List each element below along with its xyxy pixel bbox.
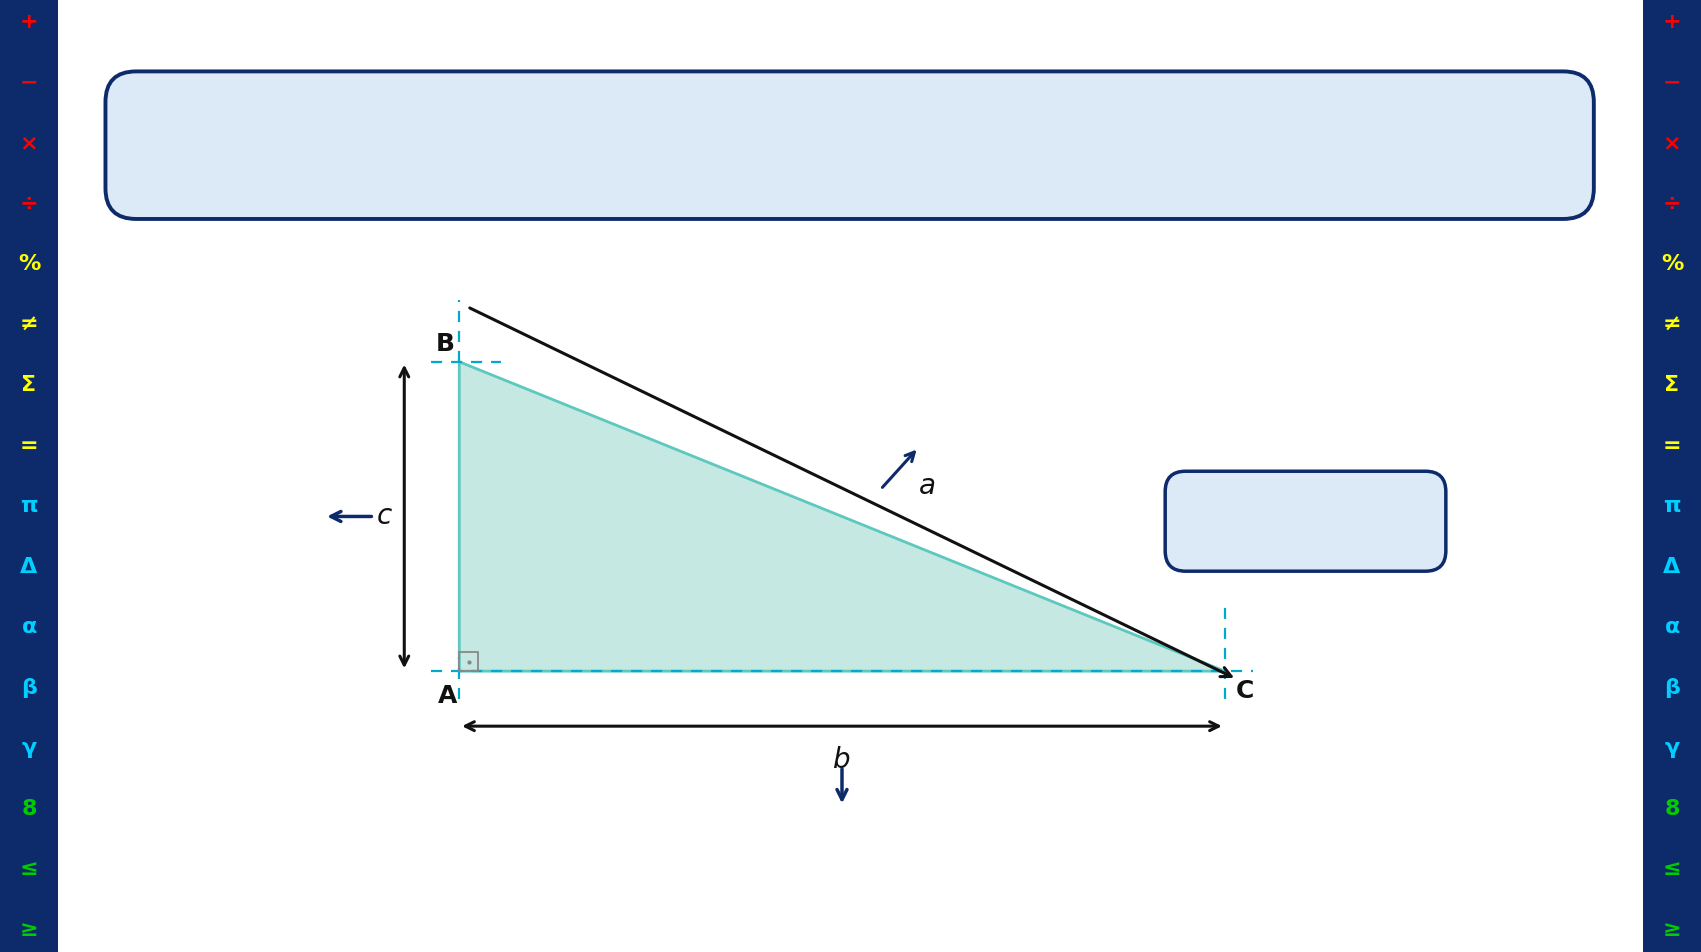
Text: Δ: Δ (20, 557, 37, 577)
Text: ≥: ≥ (1662, 920, 1681, 940)
Text: ÷: ÷ (1662, 193, 1681, 213)
Polygon shape (459, 362, 1225, 671)
Text: β: β (20, 678, 37, 698)
Text: ≤: ≤ (20, 860, 39, 880)
Text: ÷: ÷ (20, 193, 39, 213)
Text: =: = (20, 436, 39, 456)
Text: π: π (20, 496, 37, 516)
FancyBboxPatch shape (105, 71, 1594, 219)
Text: =: = (1662, 436, 1681, 456)
Text: 8: 8 (1664, 799, 1681, 819)
Text: Δ: Δ (1664, 557, 1681, 577)
Text: b: b (833, 746, 850, 774)
Bar (0, 0, 58, 952)
Text: +: + (20, 12, 39, 32)
Text: α: α (1664, 617, 1679, 637)
Text: −: − (1662, 72, 1681, 92)
FancyBboxPatch shape (1165, 471, 1446, 571)
Text: %: % (1660, 254, 1684, 274)
Text: π: π (1664, 496, 1681, 516)
Text: α: α (22, 617, 37, 637)
Text: +: + (1662, 12, 1681, 32)
Text: A: A (437, 684, 458, 708)
Text: ≠: ≠ (1662, 315, 1681, 335)
Text: ≤: ≤ (1662, 860, 1681, 880)
Text: B: B (435, 331, 454, 356)
Text: c: c (376, 503, 391, 530)
Text: β: β (1664, 678, 1681, 698)
Text: ×: × (1662, 133, 1681, 153)
Text: 8: 8 (20, 799, 37, 819)
Text: γ: γ (1665, 739, 1679, 759)
Text: Σ: Σ (1665, 375, 1679, 395)
Text: C: C (1235, 679, 1254, 704)
Text: γ: γ (22, 739, 36, 759)
Text: a: a (919, 471, 936, 500)
Bar (1643, 0, 1701, 952)
Text: ×: × (20, 133, 39, 153)
Text: %: % (17, 254, 41, 274)
Text: −: − (20, 72, 39, 92)
Text: Σ: Σ (22, 375, 36, 395)
Text: ≥: ≥ (20, 920, 39, 940)
Text: ≠: ≠ (20, 315, 39, 335)
